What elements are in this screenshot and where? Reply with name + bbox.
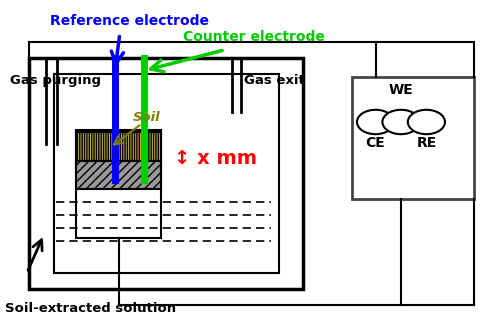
Text: CE: CE bbox=[365, 136, 385, 150]
Text: Reference electrode: Reference electrode bbox=[50, 14, 209, 28]
Text: RE: RE bbox=[415, 136, 436, 150]
Bar bbox=[76, 132, 161, 238]
Bar bbox=[29, 58, 303, 289]
Text: Soil: Soil bbox=[133, 111, 160, 124]
Text: Gas exit: Gas exit bbox=[244, 74, 305, 87]
Text: Gas purging: Gas purging bbox=[10, 74, 101, 87]
Circle shape bbox=[382, 110, 419, 134]
Bar bbox=[76, 130, 161, 160]
Text: ↕ x mm: ↕ x mm bbox=[173, 149, 256, 169]
Circle shape bbox=[356, 110, 393, 134]
Text: WE: WE bbox=[388, 83, 412, 97]
Text: Counter electrode: Counter electrode bbox=[183, 30, 325, 44]
Circle shape bbox=[407, 110, 444, 134]
Text: Soil-extracted solution: Soil-extracted solution bbox=[5, 302, 176, 315]
Bar bbox=[76, 160, 161, 189]
Bar bbox=[54, 74, 278, 273]
Bar bbox=[351, 77, 473, 199]
